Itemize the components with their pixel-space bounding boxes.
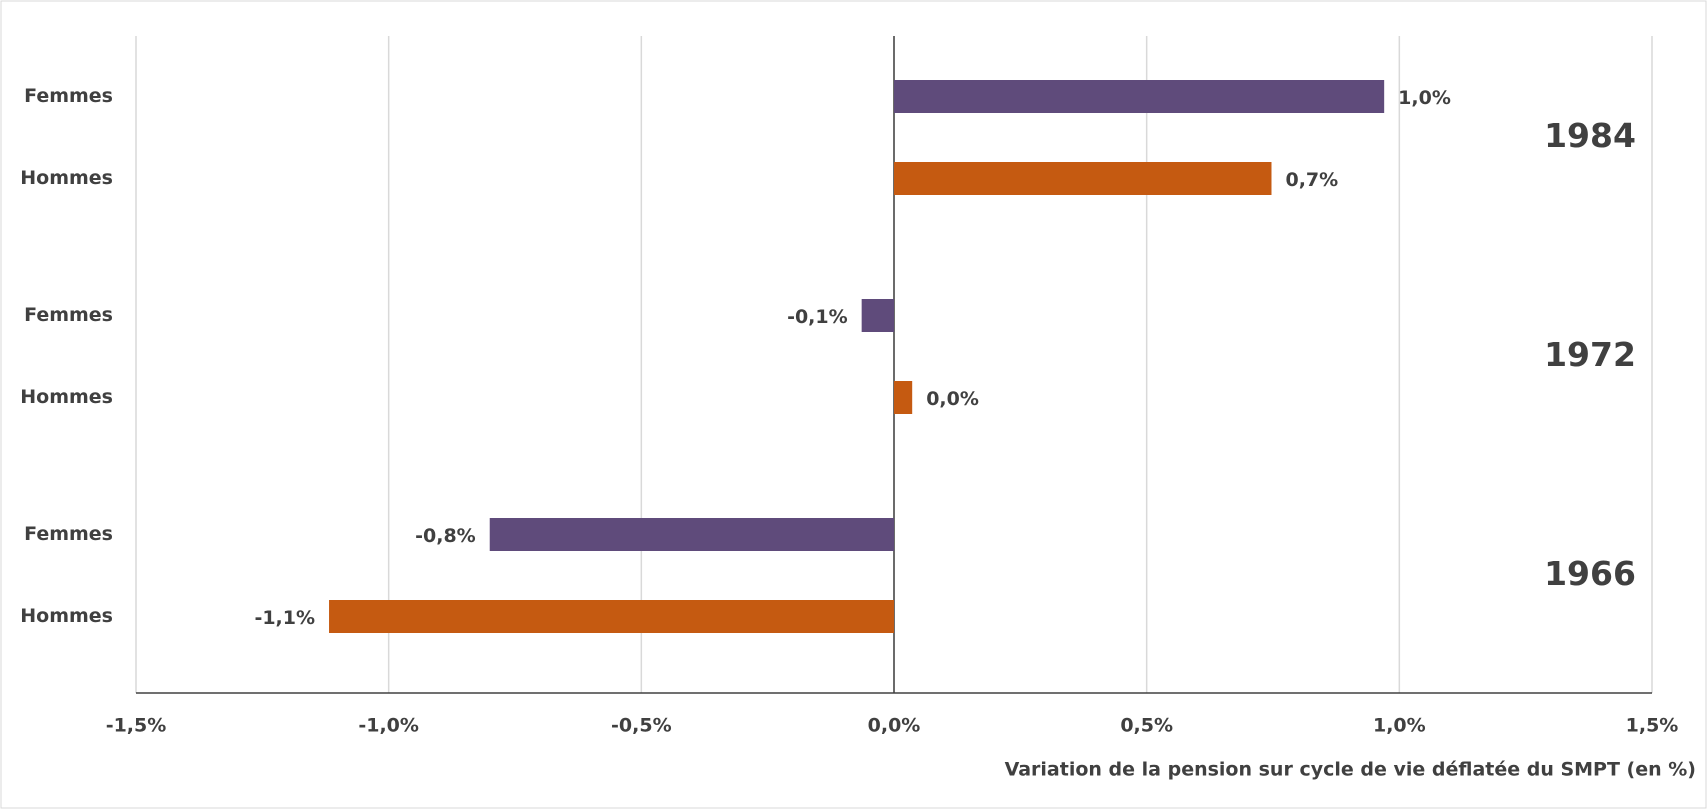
value-label: -0,1% [787, 306, 848, 328]
value-label: -1,1% [254, 607, 315, 629]
category-label: Hommes [20, 167, 113, 189]
bar [894, 381, 913, 414]
category-label: Hommes [20, 386, 113, 408]
value-label: 0,0% [926, 388, 979, 410]
x-tick-label: 1,0% [1373, 715, 1426, 737]
bar [861, 299, 894, 332]
x-axis-title: Variation de la pension sur cycle de vie… [1005, 759, 1696, 781]
category-label: Hommes [20, 605, 113, 627]
x-tick-label: 1,5% [1626, 715, 1679, 737]
category-label: Femmes [24, 85, 113, 107]
bar [329, 600, 894, 633]
bar [894, 162, 1272, 195]
group-label: 1966 [1544, 554, 1636, 593]
x-tick-label: -0,5% [611, 715, 672, 737]
x-tick-label: 0,5% [1120, 715, 1173, 737]
category-label: Femmes [24, 523, 113, 545]
x-tick-label: -1,5% [106, 715, 167, 737]
value-label: 1,0% [1398, 87, 1451, 109]
category-label: Femmes [24, 304, 113, 326]
bar [489, 518, 894, 551]
bar [894, 80, 1385, 113]
x-tick-label: 0,0% [868, 715, 921, 737]
value-label: -0,8% [415, 525, 476, 547]
group-label: 1984 [1544, 116, 1636, 155]
value-label: 0,7% [1285, 169, 1338, 191]
group-label: 1972 [1544, 335, 1636, 374]
x-tick-label: -1,0% [358, 715, 419, 737]
